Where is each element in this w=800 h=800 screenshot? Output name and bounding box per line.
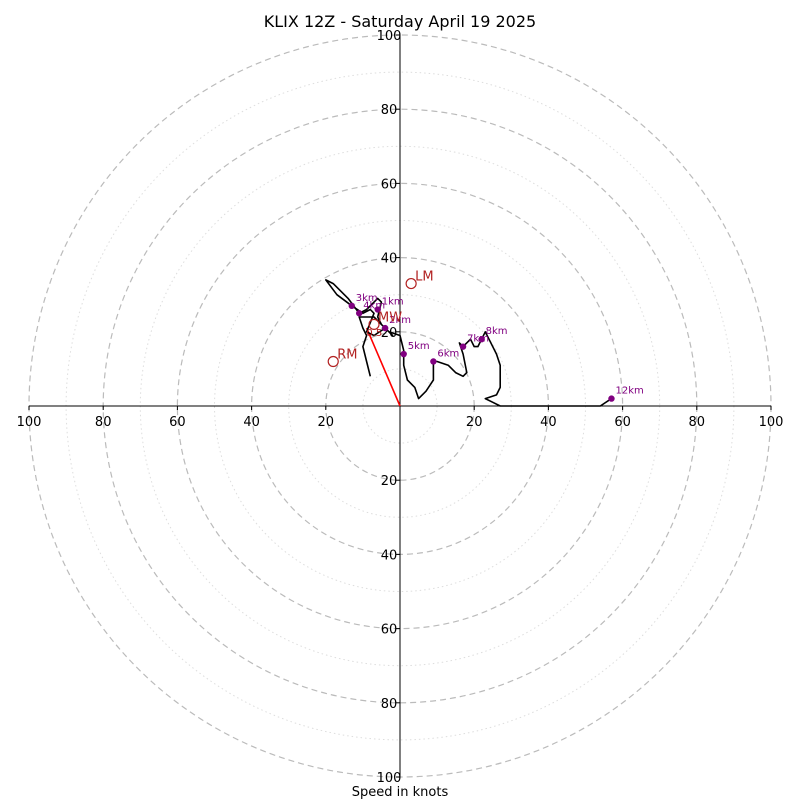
height-marker	[381, 324, 389, 332]
x-tick-label: 60	[169, 415, 186, 430]
height-marker	[478, 336, 485, 343]
motion-marker	[405, 277, 417, 290]
height-marker-label: 6km	[437, 348, 459, 359]
y-tick-label: 20	[381, 474, 398, 489]
height-marker	[348, 302, 355, 310]
x-tick-label: 60	[614, 415, 631, 430]
height-marker	[374, 306, 381, 313]
y-tick-label: 60	[381, 177, 398, 192]
y-tick-label: 40	[381, 252, 398, 267]
y-tick-label: 80	[381, 697, 398, 712]
shear-vector	[365, 327, 401, 407]
x-tick-label: 40	[540, 415, 557, 430]
height-marker-label: 4km	[363, 300, 385, 311]
height-marker-label: 8km	[486, 326, 508, 337]
height-marker-label: 0.5	[366, 328, 382, 339]
y-tick-label: 100	[377, 771, 402, 786]
height-marker	[400, 350, 407, 358]
storm-motion-markers: LM MW RM	[327, 270, 434, 368]
height-marker	[459, 343, 467, 350]
x-tick-label: 40	[243, 415, 260, 430]
x-tick-label: 100	[17, 415, 42, 430]
tick-labels: 100 80 60 40 20 20 40 60 80 100100806040202040608…	[17, 29, 784, 786]
y-tick-label: 60	[381, 623, 398, 638]
y-tick-label: 100	[377, 29, 402, 44]
x-axis-label: Speed in knots	[352, 785, 449, 800]
motion-marker-label: LM	[415, 270, 433, 285]
x-tick-label: 80	[95, 415, 112, 430]
height-marker	[355, 310, 363, 317]
x-tick-label: 20	[466, 415, 483, 430]
chart-title: KLIX 12Z - Saturday April 19 2025	[264, 12, 536, 31]
x-tick-label: 80	[689, 415, 706, 430]
motion-marker	[368, 318, 380, 330]
height-marker-label: 5km	[408, 341, 430, 352]
height-marker-label: 12km	[615, 386, 643, 397]
height-marker-label: 7km	[467, 334, 489, 345]
motion-marker	[327, 355, 339, 368]
motion-marker-label: MW	[378, 310, 402, 325]
height-marker-label: 2km	[389, 315, 411, 326]
x-tick-label: 100	[759, 415, 784, 430]
x-tick-label: 20	[318, 415, 335, 430]
height-marker	[608, 395, 615, 402]
y-tick-label: 40	[381, 548, 398, 563]
height-marker-label: 3km	[356, 293, 378, 304]
height-marker	[430, 358, 437, 365]
motion-marker-label: RM	[337, 347, 357, 362]
y-tick-label: 80	[381, 103, 398, 118]
height-marker-label: 1km	[382, 297, 404, 308]
